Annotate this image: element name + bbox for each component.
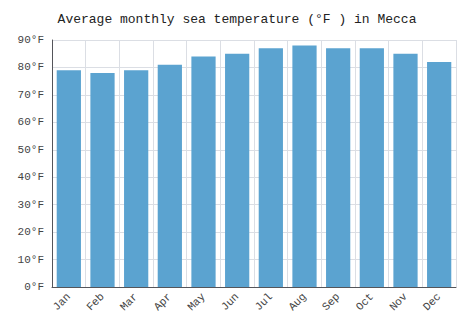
svg-text:30°F: 30°F bbox=[18, 199, 44, 211]
svg-text:Nov: Nov bbox=[387, 290, 410, 313]
svg-text:20°F: 20°F bbox=[18, 226, 44, 238]
svg-text:10°F: 10°F bbox=[18, 254, 44, 266]
svg-text:Sep: Sep bbox=[320, 291, 342, 313]
svg-text:90°F: 90°F bbox=[18, 34, 44, 46]
svg-text:Oct: Oct bbox=[354, 291, 376, 313]
svg-text:40°F: 40°F bbox=[18, 171, 44, 183]
svg-text:Jan: Jan bbox=[51, 291, 73, 313]
svg-text:Jun: Jun bbox=[219, 291, 241, 313]
svg-text:0°F: 0°F bbox=[24, 281, 44, 293]
svg-text:70°F: 70°F bbox=[18, 89, 44, 101]
svg-text:Feb: Feb bbox=[84, 291, 106, 313]
svg-text:Mar: Mar bbox=[118, 291, 140, 313]
svg-text:Average monthly sea temperatur: Average monthly sea temperature (°F ) in… bbox=[58, 12, 417, 27]
svg-text:60°F: 60°F bbox=[18, 116, 44, 128]
svg-text:50°F: 50°F bbox=[18, 144, 44, 156]
svg-text:Apr: Apr bbox=[152, 291, 174, 313]
svg-text:Jul: Jul bbox=[253, 291, 275, 313]
svg-text:80°F: 80°F bbox=[18, 61, 44, 73]
svg-text:May: May bbox=[185, 290, 208, 313]
svg-text:Dec: Dec bbox=[421, 291, 443, 313]
svg-text:Aug: Aug bbox=[286, 291, 308, 313]
